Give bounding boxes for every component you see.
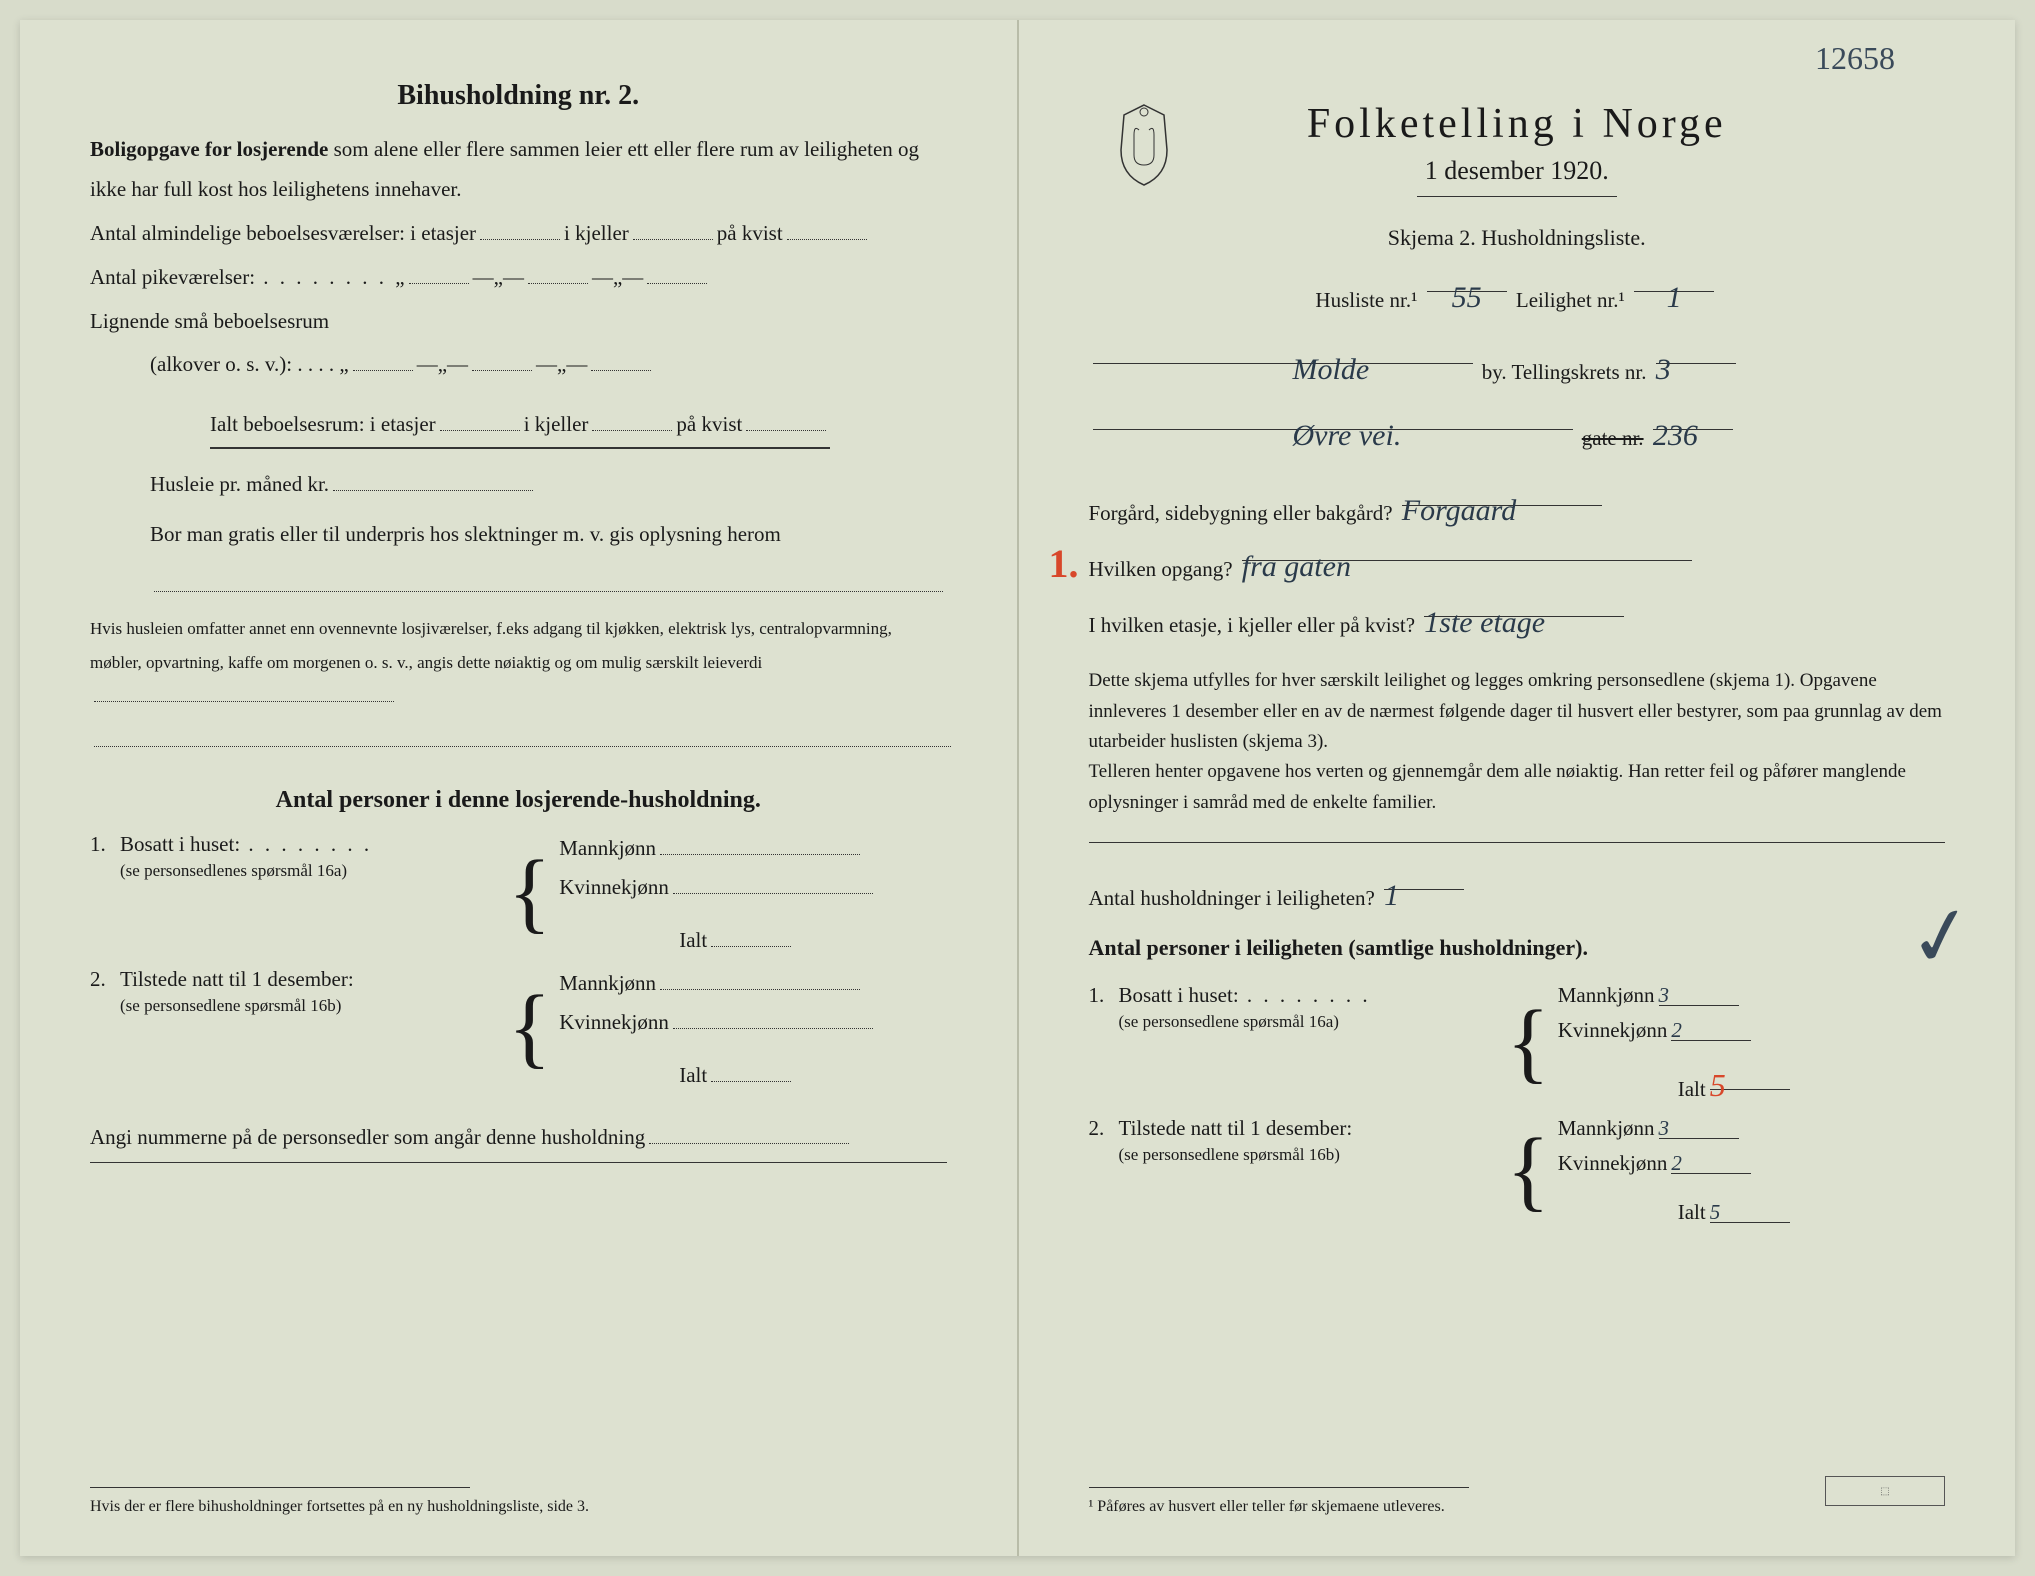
census-document: Bihusholdning nr. 2. Boligopgave for los… bbox=[20, 20, 2015, 1556]
gate-line: Øvre vei. gate nr. 236 bbox=[1089, 407, 1946, 459]
etasje-line: I hvilken etasje, i kjeller eller på kvi… bbox=[1089, 594, 1946, 646]
forgard-line: Forgård, sidebygning eller bakgård? Forg… bbox=[1089, 482, 1946, 534]
right-page: 12658 Folketelling i Norge 1 desember 19… bbox=[1018, 20, 2016, 1556]
check-mark-icon: ✓ bbox=[1900, 885, 1982, 989]
red-margin-mark: 1. bbox=[1049, 540, 1079, 587]
intro-line: Boligopgave for losjerende som alene ell… bbox=[90, 130, 947, 210]
husleie-line: Husleie pr. måned kr. bbox=[150, 465, 947, 505]
left-page: Bihusholdning nr. 2. Boligopgave for los… bbox=[20, 20, 1018, 1556]
maid-rooms-line: Antal pikeværelser: „—„——„— bbox=[90, 258, 947, 298]
similar-rooms-line: Lignende små beboelsesrum bbox=[90, 302, 947, 342]
alkover-line: (alkover o. s. v.): . . . . „—„——„— bbox=[150, 345, 947, 385]
bosatt-row-right: 1. Bosatt i huset: (se personsedlene spø… bbox=[1089, 983, 1946, 1102]
section2-title: Antal personer i denne losjerende-hushol… bbox=[90, 787, 947, 814]
antal-hush-line: Antal husholdninger i leiligheten? 1 bbox=[1089, 867, 1946, 919]
tilstede-row-right: 2. Tilstede natt til 1 desember: (se per… bbox=[1089, 1116, 1946, 1225]
sub-title: 1 desember 1920. bbox=[1089, 156, 1946, 186]
instructions-text: Dette skjema utfylles for hver særskilt … bbox=[1089, 666, 1946, 818]
page-number-handwritten: 12658 bbox=[1815, 40, 1895, 77]
opgang-line: Hvilken opgang? fra gaten bbox=[1089, 538, 1946, 590]
mid-rule bbox=[1089, 842, 1946, 843]
left-footnote: Hvis der er flere bihusholdninger fortse… bbox=[20, 1487, 1017, 1516]
tilstede-row-left: 2. Tilstede natt til 1 desember: (se per… bbox=[90, 967, 947, 1088]
angi-line: Angi nummerne på de personsedler som ang… bbox=[90, 1118, 947, 1163]
skjema-line: Skjema 2. Husholdningsliste. bbox=[1089, 217, 1946, 259]
title-rule bbox=[1417, 196, 1617, 197]
ialt-rooms-line: Ialt beboelsesrum: i etasjeri kjellerpå … bbox=[210, 405, 947, 449]
main-title: Folketelling i Norge bbox=[1089, 100, 1946, 148]
bosatt-row-left: 1. Bosatt i huset: (se personsedlenes sp… bbox=[90, 832, 947, 953]
rooms-line: Antal almindelige beboelsesværelser: i e… bbox=[90, 214, 947, 254]
husliste-line: Husliste nr.¹ 55 Leilighet nr.¹ 1 bbox=[1089, 269, 1946, 321]
hvis-text: Hvis husleien omfatter annet enn ovennev… bbox=[90, 612, 947, 747]
intro-bold: Boligopgave for losjerende bbox=[90, 137, 328, 161]
antal-pers-title: Antal personer i leiligheten (samtlige h… bbox=[1089, 927, 1946, 969]
by-line: Molde by. Tellingskrets nr. 3 bbox=[1089, 341, 1946, 393]
left-title: Bihusholdning nr. 2. bbox=[90, 80, 947, 112]
gratis-line: Bor man gratis eller til underpris hos s… bbox=[150, 515, 947, 592]
printer-stamp: ⬚ bbox=[1825, 1476, 1945, 1506]
coat-of-arms-icon bbox=[1109, 100, 1179, 190]
